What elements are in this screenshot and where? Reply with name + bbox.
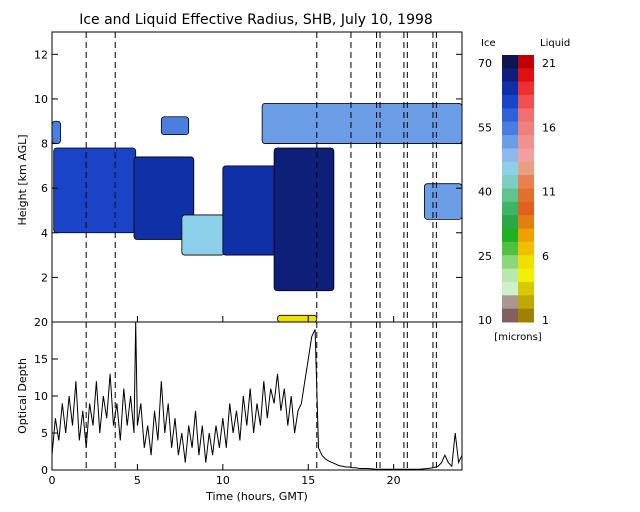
bottom-y-axis-label: Optical Depth [16,358,29,434]
colorbar-ice-swatch [502,55,518,69]
colorbar-liquid-tick-label: 21 [542,57,556,70]
top-y-tick-label: 12 [34,48,48,61]
colorbar-ice-tick-label: 25 [478,250,492,263]
colorbar-ice-swatch [502,255,518,270]
colorbar-ice-swatch [502,161,518,176]
colorbar-liquid-swatch [518,215,534,230]
colorbar-liquid-swatch [518,175,534,189]
colorbar-liquid-scale [518,55,534,323]
cloud-layer-ice [160,116,190,136]
colorbar-ice-swatch [502,121,518,136]
colorbar-ice-ticks: 70 55 40 25 10 [478,57,492,327]
colorbar-ice-swatch [502,148,518,163]
colorbar-ice-swatch [502,201,518,216]
colorbar-liquid-ticks: 21 16 11 6 1 [542,57,556,327]
colorbar-liquid-swatch [518,308,534,323]
cloud-layer-ice [133,156,195,240]
top-y-tick-label: 2 [41,271,48,284]
colorbar-ice-swatch [502,228,518,243]
bottom-y-ticks: 0 5 10 15 20 [34,316,58,477]
x-tick-label: 20 [387,474,401,487]
top-y-tick-label: 4 [41,227,48,240]
colorbar-ice-swatch [502,68,518,83]
colorbar-liquid-swatch [518,108,534,123]
colorbar-liquid-swatch [518,281,534,296]
colorbar-ice-swatch [502,108,518,123]
colorbar-ice-swatch [502,281,518,296]
bottom-y-tick-label: 20 [34,316,48,329]
top-panel-heatmap: 2 4 6 8 10 12 Height [km AGL] [16,31,463,323]
colorbar-ice-swatch [502,81,518,96]
bottom-y-tick-label: 15 [34,353,48,366]
cloud-layer-ice [424,183,463,220]
colorbar-liquid-tick-label: 1 [542,314,549,327]
colorbar-liquid-swatch [518,95,534,109]
colorbar-ice-scale [502,55,518,323]
colorbar-liquid-tick-label: 6 [542,250,549,263]
bottom-y-tick-label: 5 [41,427,48,440]
cloud-layer-ice [53,147,137,234]
colorbar-liquid-swatch [518,161,534,176]
colorbar-ice-tick-label: 10 [478,314,492,327]
colorbar-liquid-label: Liquid [540,38,570,49]
colorbar-ice-swatch [502,308,518,323]
top-y-axis-label: Height [km AGL] [16,134,29,225]
colorbar-liquid-swatch [518,201,534,216]
colorbar-liquid-swatch [518,228,534,243]
top-y-tick-label: 10 [34,93,48,106]
colorbar-liquid-swatch [518,55,534,69]
colorbar-liquid-swatch [518,268,534,283]
colorbar-ice-swatch [502,295,518,310]
colorbar-ice-swatch [502,241,518,256]
colorbar-liquid-swatch [518,148,534,163]
bottom-x-ticks: 0 5 10 15 20 [49,464,401,487]
colorbar-liquid-swatch [518,135,534,149]
x-tick-label: 0 [49,474,56,487]
top-dashed-lines [85,32,437,322]
bottom-dashed-lines [85,322,437,470]
colorbar-liquid-tick-label: 11 [542,186,556,199]
bottom-panel-line: 0 5 10 15 20 0 5 10 15 20 Optical Depth Time (ho… [16,316,463,503]
colorbar-ice-swatch [502,95,518,109]
colorbar-ice-swatch [502,175,518,189]
colorbar-ice-tick-label: 40 [478,186,492,199]
bottom-panel-frame [51,321,463,471]
cloud-layer-liquid [277,314,318,323]
x-axis-label: Time (hours, GMT) [205,490,308,503]
bottom-y-tick-label: 0 [41,464,48,477]
cloud-layer-ice [261,102,463,144]
colorbar-ice-label: Ice [481,38,496,49]
x-tick-label: 10 [216,474,230,487]
colorbar-units-label: [microns] [494,332,541,343]
x-tick-label: 5 [134,474,141,487]
colorbar-liquid-swatch [518,188,534,203]
top-y-tick-label: 8 [41,138,48,151]
colorbar-ice-swatch [502,135,518,149]
colorbar-ice-tick-label: 55 [478,121,492,134]
cloud-layer-ice [273,147,335,292]
x-tick-label: 15 [301,474,315,487]
colorbar-liquid-swatch [518,255,534,270]
cloud-layer-ice [51,120,61,144]
colorbar-liquid-swatch [518,241,534,256]
colorbar-ice-tick-label: 70 [478,57,492,70]
colorbar-liquid-tick-label: 16 [542,121,556,134]
colorbar-liquid-swatch [518,121,534,136]
colorbar: Ice Liquid 70 55 40 25 10 21 16 11 6 1 [microns] [478,38,570,343]
colorbar-ice-swatch [502,268,518,283]
colorbar-liquid-swatch [518,295,534,310]
colorbar-ice-swatch [502,215,518,230]
bottom-y-tick-label: 10 [34,390,48,403]
top-y-ticks: 2 4 6 8 10 12 [34,48,462,322]
optical-depth-line [51,321,463,470]
chart-title: Ice and Liquid Effective Radius, SHB, Ju… [79,12,433,28]
colorbar-liquid-swatch [518,81,534,96]
cloud-layers [51,102,463,323]
cloud-layer-ice [181,214,225,256]
colorbar-liquid-swatch [518,68,534,83]
top-y-tick-label: 6 [41,182,48,195]
colorbar-ice-swatch [502,188,518,203]
